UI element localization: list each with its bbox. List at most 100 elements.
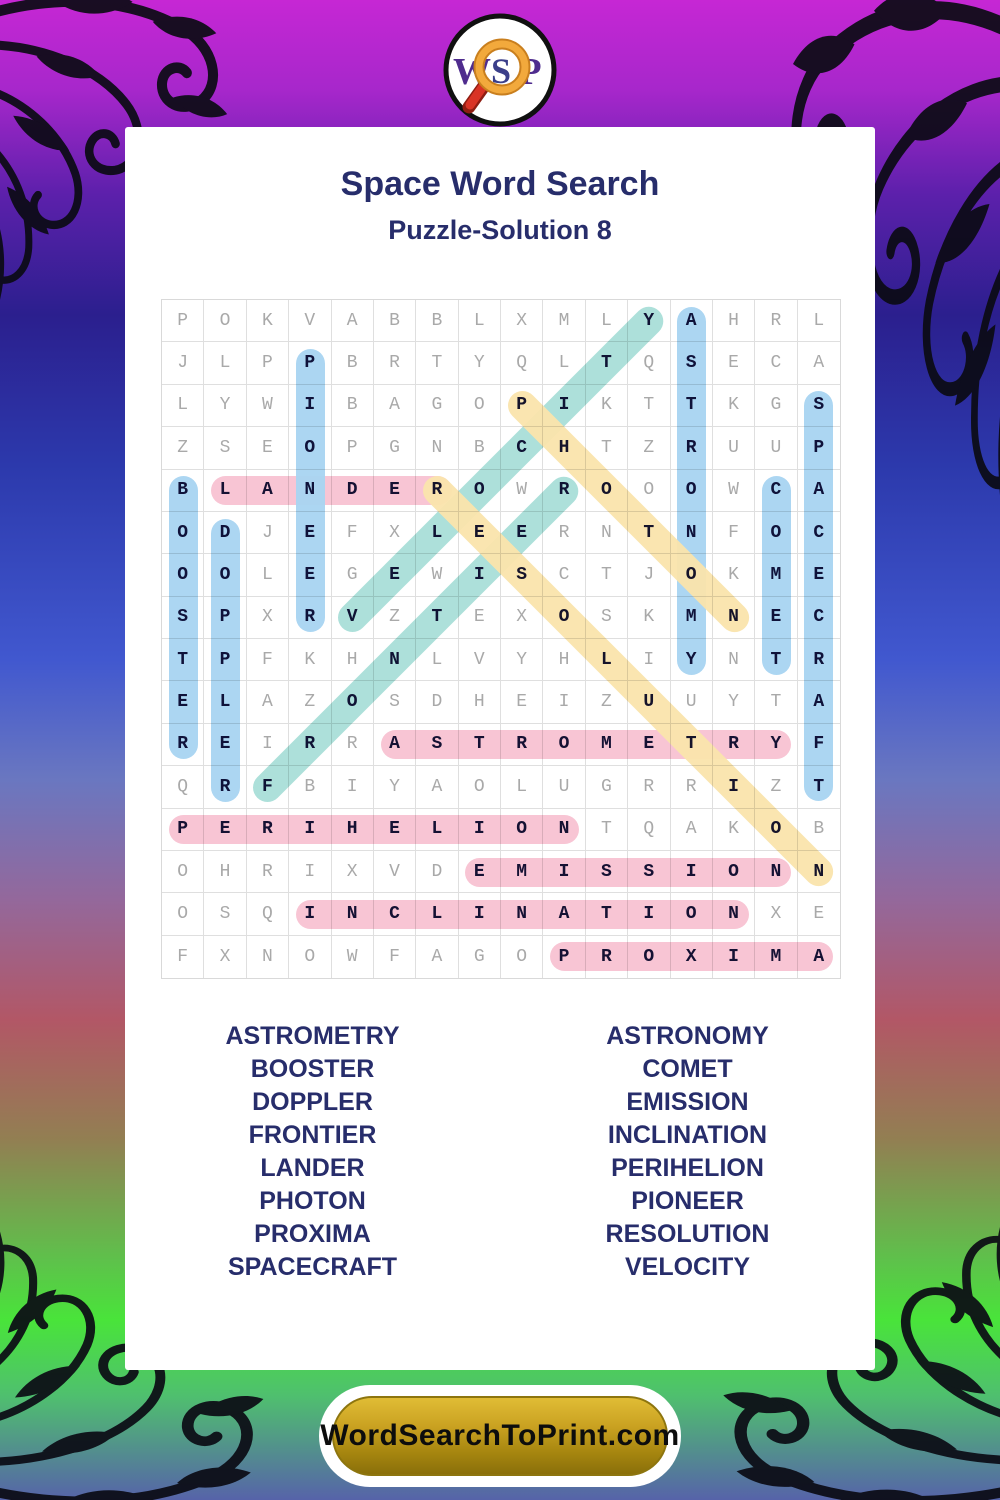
- grid-cell: L: [797, 300, 840, 343]
- grid-cell: E: [458, 850, 501, 894]
- grid-cell: M: [543, 300, 586, 343]
- grid-cell: B: [289, 766, 332, 809]
- grid-cell: A: [670, 300, 713, 343]
- grid-cell: K: [712, 384, 756, 428]
- grid-cell: F: [246, 639, 290, 682]
- grid-cell: H: [458, 681, 501, 724]
- grid-cell: T: [670, 723, 713, 767]
- grid-cell: F: [246, 766, 290, 809]
- grid-cell: S: [416, 723, 459, 767]
- grid-cell: A: [543, 893, 586, 936]
- grid-cell: S: [162, 596, 205, 639]
- magnifier-icon: [462, 38, 531, 114]
- grid-cell: Y: [670, 639, 713, 682]
- grid-cell: R: [670, 427, 713, 470]
- grid-cell: R: [246, 850, 290, 894]
- grid-cell: R: [204, 766, 247, 809]
- grid-cell: X: [246, 596, 290, 639]
- grid-cell: D: [416, 850, 459, 894]
- grid-cell: J: [246, 511, 290, 555]
- grid-cell: F: [374, 935, 417, 978]
- word-item: INCLINATION: [607, 1121, 768, 1149]
- grid-cell: R: [543, 469, 586, 512]
- grid-cell: Z: [755, 766, 798, 809]
- word-item: ASTROMETRY: [225, 1022, 400, 1050]
- word-item: EMISSION: [626, 1088, 749, 1116]
- grid-cell: B: [458, 427, 501, 470]
- grid-cell: I: [331, 766, 374, 809]
- grid-cell: A: [416, 935, 459, 978]
- grid-cell: R: [543, 511, 586, 555]
- grid-cell: E: [755, 596, 798, 639]
- grid-cell: J: [162, 342, 205, 385]
- grid-cell: G: [416, 384, 459, 428]
- grid-cell: N: [373, 639, 417, 682]
- grid-cell: B: [162, 469, 205, 512]
- grid-cell: Y: [458, 342, 501, 385]
- grid-cell: P: [289, 342, 332, 385]
- grid-cell: W: [246, 384, 290, 428]
- grid-cell: I: [246, 723, 290, 767]
- grid-cell: E: [797, 554, 840, 597]
- grid-cell: R: [628, 766, 671, 809]
- grid-cell: K: [585, 384, 629, 428]
- grid-cell: P: [331, 427, 374, 470]
- grid-cell: Z: [585, 681, 629, 724]
- word-item: RESOLUTION: [605, 1220, 770, 1248]
- grid-cell: O: [458, 469, 501, 512]
- grid-cell: R: [331, 723, 374, 767]
- grid-cell: C: [755, 342, 798, 385]
- grid-cell: T: [628, 511, 671, 555]
- grid-cell: J: [628, 554, 671, 597]
- grid-cell: R: [586, 935, 629, 978]
- grid-cell: C: [797, 512, 840, 555]
- grid-cell: T: [797, 766, 840, 809]
- grid-cell: T: [755, 681, 798, 724]
- grid-cell: B: [373, 300, 417, 343]
- website-button[interactable]: WordSearchToPrint.com: [320, 1396, 679, 1476]
- grid-cell: Z: [162, 427, 205, 470]
- grid-cell: E: [289, 554, 332, 597]
- grid-cell: O: [501, 808, 544, 851]
- grid-cell: I: [670, 850, 713, 894]
- grid-cell: O: [543, 723, 586, 767]
- word-list-right: ASTRONOMY COMET EMISSION INCLINATION PERIHEL…: [500, 1020, 875, 1284]
- word-item: ASTRONOMY: [606, 1022, 769, 1050]
- word-item: BOOSTER: [250, 1055, 375, 1083]
- grid-cell: L: [204, 681, 247, 724]
- grid-cell: D: [331, 469, 374, 512]
- word-item: FRONTIER: [248, 1121, 377, 1149]
- grid-cell: E: [458, 511, 501, 555]
- grid-cell: K: [628, 596, 671, 639]
- grid-cell: Y: [628, 300, 671, 343]
- grid-cell: T: [755, 639, 798, 682]
- grid-cell: T: [416, 342, 459, 385]
- grid-cell: N: [670, 511, 713, 555]
- grid-cell: R: [501, 723, 544, 767]
- grid-cell: N: [289, 469, 332, 512]
- grid-cell: N: [712, 596, 756, 639]
- page-subtitle: Puzzle-Solution 8: [388, 215, 612, 245]
- grid-cell: E: [289, 511, 332, 555]
- footer-button-outline: WordSearchToPrint.com: [319, 1385, 681, 1487]
- grid-cell: O: [543, 596, 586, 639]
- word-item: COMET: [642, 1055, 733, 1083]
- grid-cell: U: [543, 766, 586, 809]
- grid-cell: O: [585, 469, 629, 512]
- grid-cell: O: [289, 935, 332, 978]
- grid-cell: C: [797, 597, 840, 639]
- word-item: PERIHELION: [611, 1154, 764, 1182]
- grid-cell: E: [246, 427, 290, 470]
- grid-cell: N: [797, 851, 840, 894]
- page-title: Space Word Search: [340, 165, 660, 203]
- grid-cell: B: [797, 809, 840, 851]
- grid-cell: O: [204, 300, 247, 343]
- grid-cell: U: [755, 427, 798, 470]
- grid-cell: E: [501, 681, 544, 724]
- grid-cell: B: [416, 300, 459, 343]
- grid-cell: N: [416, 427, 459, 470]
- grid-cell: S: [585, 596, 629, 639]
- grid-cell: R: [289, 596, 332, 639]
